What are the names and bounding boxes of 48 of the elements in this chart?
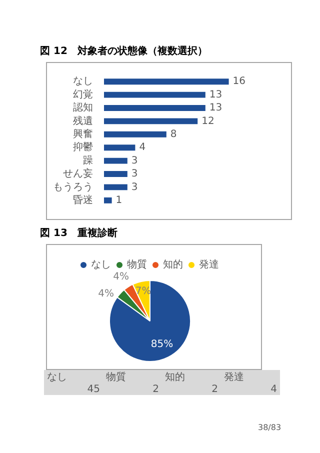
y-tick-label: 昏迷 — [73, 194, 93, 206]
category-label: なし — [47, 372, 67, 383]
bar — [104, 131, 166, 138]
legend-label: 知的 — [163, 258, 183, 271]
bar — [104, 184, 128, 190]
chart-title: 図 12 対象者の状態像（複数選択） — [40, 44, 208, 58]
y-tick-label: 幻覚 — [73, 88, 93, 100]
text: 2 — [152, 384, 160, 395]
data-label: 13 — [209, 89, 222, 100]
bar — [104, 144, 136, 151]
y-tick-label: せん妄 — [63, 168, 93, 180]
data-label: 8 — [170, 128, 177, 140]
bar — [104, 105, 206, 111]
data-label: 3 — [131, 155, 138, 166]
legend-label: なし — [91, 260, 111, 271]
data-label: 4% — [98, 288, 114, 300]
category-label: 物質 — [106, 372, 126, 383]
data-label: 12 — [202, 116, 214, 127]
y-tick-label: 認知 — [73, 102, 93, 114]
data-label: 3 — [131, 182, 138, 193]
text: 38/83 — [258, 423, 282, 432]
y-tick-label: なし — [73, 76, 93, 88]
y-tick-label: 躁 — [83, 154, 93, 166]
y-tick-label: 興奮 — [73, 128, 93, 140]
data-label: 4% — [113, 271, 129, 282]
data-label: 1 — [116, 194, 122, 206]
text: 4 — [270, 384, 278, 395]
text: 45 — [86, 384, 101, 395]
text: 2 — [210, 384, 219, 395]
legend-label: 物質 — [127, 258, 147, 271]
bar — [104, 118, 198, 124]
bar — [104, 197, 112, 204]
bar — [104, 92, 206, 98]
y-tick-label: 残遺 — [73, 114, 93, 127]
data-label: 13 — [209, 102, 222, 114]
category-label: 発達 — [224, 372, 244, 383]
data-label: 85% — [150, 339, 174, 350]
chart-title: 図 13 重複診断 — [40, 226, 118, 240]
data-label: 3 — [131, 168, 138, 180]
bar — [104, 78, 229, 85]
bar — [104, 171, 128, 177]
category-label: 知的 — [165, 372, 185, 383]
data-label: 4 — [139, 142, 146, 154]
legend-label: 発達 — [199, 258, 219, 271]
data-label: 16 — [232, 76, 246, 88]
bar — [104, 158, 128, 164]
y-tick-label: 抑鬱 — [73, 141, 93, 154]
y-tick-label: もうろう — [53, 182, 93, 193]
